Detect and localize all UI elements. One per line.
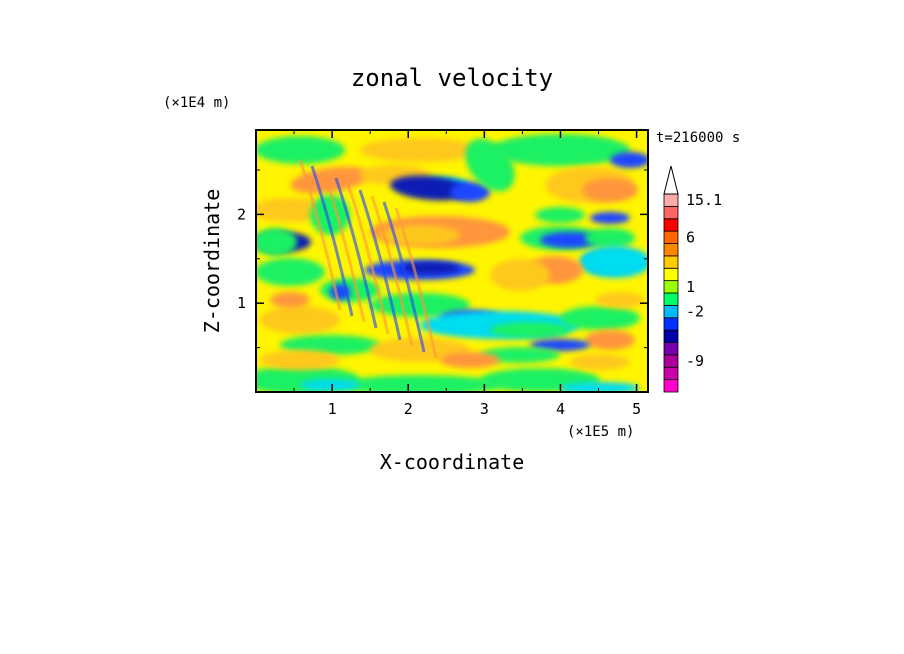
colorbar-level <box>663 292 679 306</box>
plot-frame <box>255 129 649 393</box>
field-blob <box>320 278 380 302</box>
colorbar-level <box>663 205 679 220</box>
colorbar-level <box>663 255 679 269</box>
field-streak <box>382 201 426 353</box>
field-streak <box>394 207 438 359</box>
colorbar-level <box>663 329 679 343</box>
colorbar-label: 1 <box>686 278 695 296</box>
chart-title: zonal velocity <box>351 64 553 92</box>
field-blob <box>540 232 600 248</box>
field-blob <box>490 259 550 291</box>
field-blob <box>370 293 470 317</box>
axis-ticks: 1 2 3 4 5 1 2 <box>237 130 648 418</box>
x-tick-label: 4 <box>556 400 565 418</box>
field-blob <box>256 228 297 256</box>
field-streak <box>370 195 414 347</box>
y-axis-label: Z-coordinate <box>200 189 224 334</box>
colorbar-extend-arrow <box>663 165 679 195</box>
colorbar-level <box>663 230 679 244</box>
field-blob <box>465 138 515 192</box>
colorbar-level <box>663 193 679 207</box>
colorbar-level <box>663 317 679 331</box>
x-tick-label: 1 <box>328 400 337 418</box>
colorbar-label: 6 <box>686 228 695 246</box>
field-blob <box>560 382 640 392</box>
field-blob <box>530 339 590 351</box>
field-streak <box>334 177 378 329</box>
field-blob <box>590 212 630 224</box>
field-blob <box>260 350 340 370</box>
y-axis-unit: (×1E4 m) <box>163 95 230 111</box>
field-blob <box>270 292 310 308</box>
field-blob <box>535 207 585 223</box>
field-blob <box>490 134 630 166</box>
field-blob <box>582 178 638 202</box>
colorbar-level <box>663 243 679 257</box>
x-tick-label: 2 <box>404 400 413 418</box>
field-blob <box>256 136 345 164</box>
colorbar: -9 -2 1 6 15.1 <box>663 165 722 393</box>
field-streak <box>358 189 402 341</box>
colorbar-level <box>663 218 679 232</box>
colorbar-label: -9 <box>686 352 704 370</box>
colorbar-level <box>663 280 679 294</box>
field-streak <box>310 165 354 317</box>
colorbar-level <box>663 379 679 393</box>
field-blob <box>585 330 635 350</box>
field-blob <box>610 152 648 168</box>
field-blob <box>450 182 490 202</box>
field-blob <box>260 306 340 334</box>
field-blob <box>490 322 570 338</box>
colorbar-label: -2 <box>686 303 704 321</box>
colorbar-label: 15.1 <box>686 191 722 209</box>
field-blob <box>400 262 460 274</box>
field-blob <box>280 335 380 355</box>
field-blob <box>560 306 640 330</box>
field-blob <box>256 198 328 222</box>
x-axis-unit: (×1E5 m) <box>567 424 634 440</box>
y-tick-label: 2 <box>237 205 246 223</box>
field-blob <box>595 292 645 308</box>
field-blob <box>360 138 480 162</box>
field-streak <box>298 159 342 311</box>
field-blob <box>256 258 325 286</box>
colorbar-level <box>663 342 679 356</box>
colorbar-level <box>663 267 679 282</box>
field-blob <box>440 352 500 368</box>
field-blob <box>300 379 360 391</box>
x-tick-label: 3 <box>480 400 489 418</box>
field-blob <box>380 225 460 245</box>
time-label: t=216000 s <box>656 130 740 146</box>
field-blob <box>390 175 470 201</box>
colorbar-level <box>663 354 679 368</box>
field-streak <box>322 171 366 323</box>
x-tick-label: 5 <box>632 400 641 418</box>
field-streak <box>346 183 390 335</box>
field-blob <box>570 354 630 370</box>
colorbar-level <box>663 366 679 381</box>
field-blob <box>585 228 635 248</box>
field-blob <box>579 246 648 278</box>
velocity-field <box>256 130 648 392</box>
field-blob <box>480 347 560 363</box>
colorbar-level <box>663 304 679 319</box>
field-blob <box>340 375 500 392</box>
x-axis-label: X-coordinate <box>380 450 525 474</box>
y-tick-label: 1 <box>237 294 246 312</box>
